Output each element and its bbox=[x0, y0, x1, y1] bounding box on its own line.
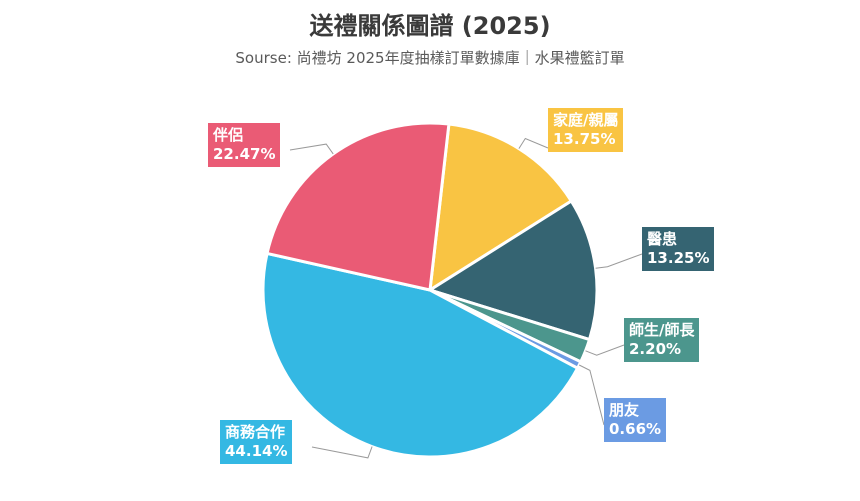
slice-label: 家庭/親屬 13.75% bbox=[548, 108, 624, 152]
slice-label-name: 伴侶 bbox=[213, 126, 244, 144]
leader-line bbox=[311, 446, 373, 459]
leader-line bbox=[578, 364, 605, 426]
pie-slice[interactable] bbox=[428, 122, 573, 292]
slice-label-name: 師生/師長 bbox=[629, 321, 695, 339]
slice-label: 醫患 13.25% bbox=[642, 227, 715, 271]
chart-title: 送禮關係圖譜 (2025) bbox=[309, 12, 551, 40]
slice-label-name: 朋友 bbox=[609, 401, 640, 419]
slice-label: 商務合作 44.14% bbox=[220, 420, 293, 464]
pie-slice[interactable] bbox=[261, 251, 580, 459]
leader-line bbox=[518, 137, 549, 149]
slice-label-value: 44.14% bbox=[225, 442, 288, 460]
leader-line bbox=[289, 143, 334, 155]
leader-line bbox=[585, 344, 625, 356]
slice-label-name: 商務合作 bbox=[225, 423, 286, 441]
slice-label-name: 醫患 bbox=[647, 230, 678, 248]
slice-label: 朋友 0.66% bbox=[604, 398, 667, 442]
slice-label: 伴侶 22.47% bbox=[208, 123, 281, 167]
slice-label-name: 家庭/親屬 bbox=[553, 111, 619, 129]
slice-label-value: 22.47% bbox=[213, 145, 276, 163]
leader-line bbox=[595, 253, 643, 269]
pie-slice[interactable] bbox=[265, 121, 451, 292]
slice-label-value: 13.25% bbox=[647, 249, 710, 267]
slice-label-value: 13.75% bbox=[553, 130, 616, 148]
slice-label-value: 0.66% bbox=[609, 420, 662, 438]
slice-label-value: 2.20% bbox=[629, 340, 682, 358]
chart-subtitle: Sourse: 尚禮坊 2025年度抽樣訂單數據庫｜水果禮籃訂單 bbox=[235, 49, 625, 67]
pie-slice[interactable] bbox=[428, 199, 599, 342]
slice-label: 師生/師長 2.20% bbox=[624, 318, 700, 362]
